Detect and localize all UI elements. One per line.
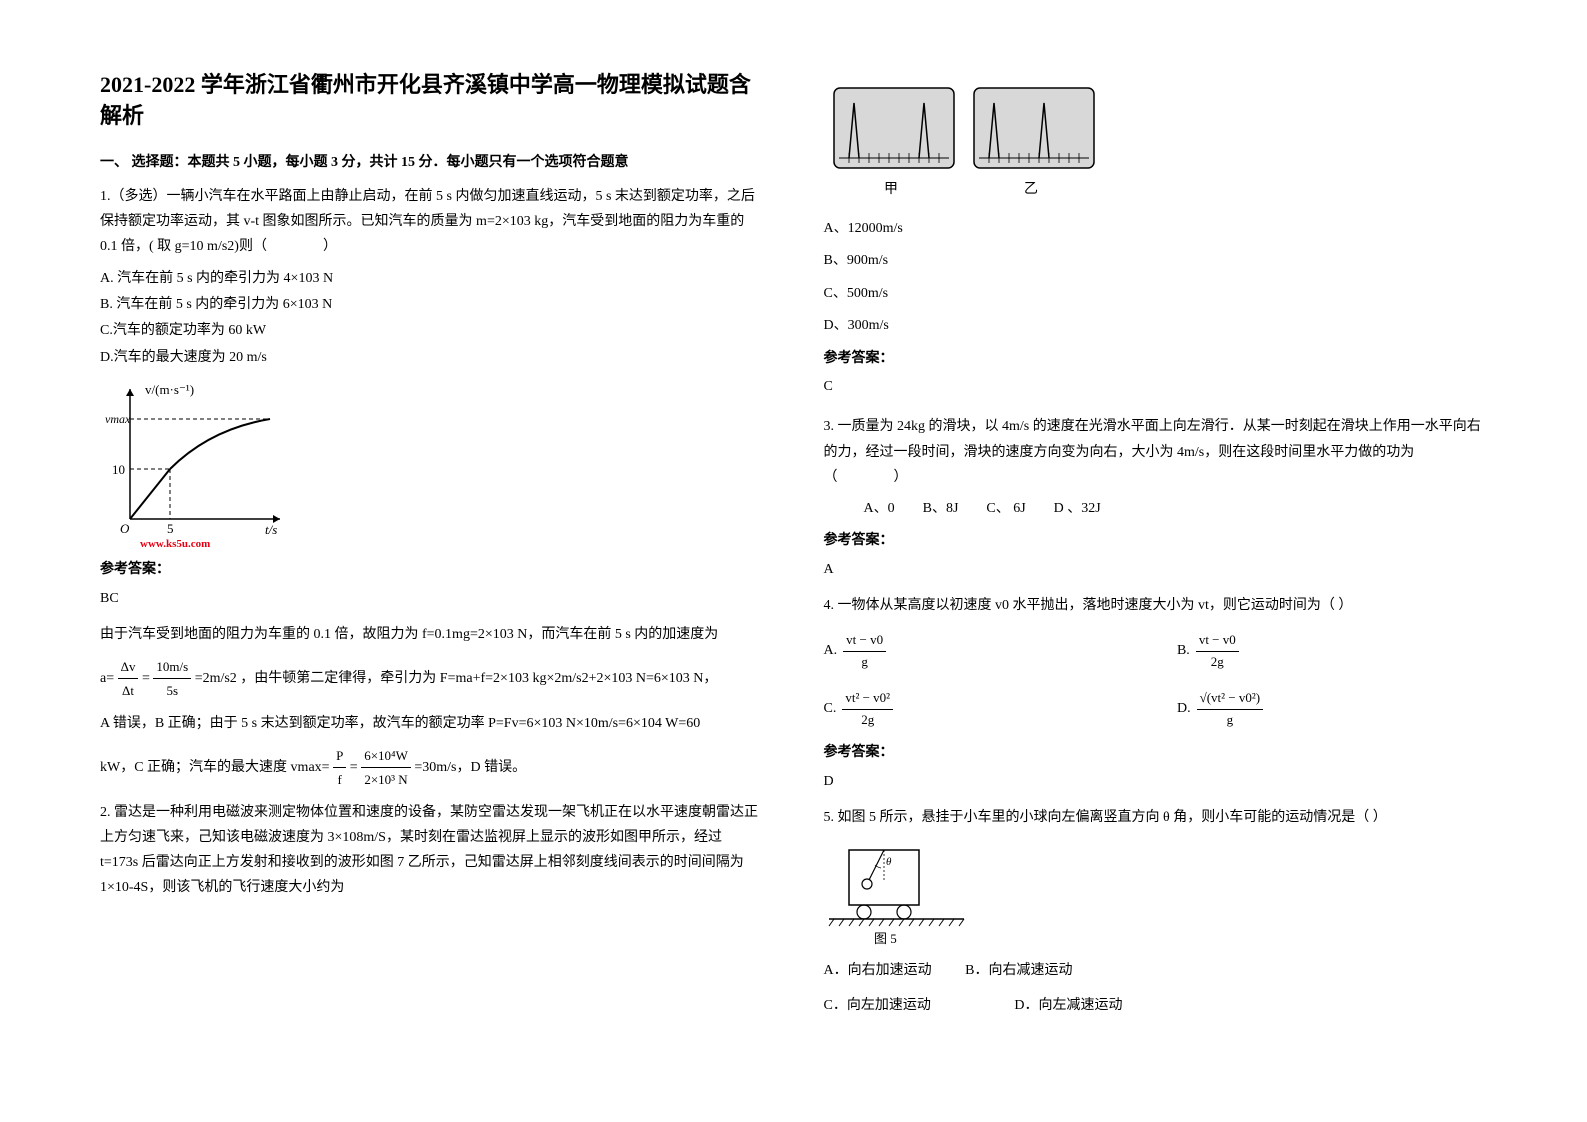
frac-num: Δv [118,655,139,679]
choice-label: A. [824,640,838,662]
q2-optA: A、12000m/s [824,218,1488,240]
frac-num: vt² − v0² [842,688,893,710]
frac-den: 2g [842,710,893,731]
q2-optD: D、300m/s [824,315,1488,337]
q5-optB: B．向右减速运动 [965,963,1072,978]
choice-label: D. [1177,698,1191,720]
graph-watermark: www.ks5u.com [140,538,210,549]
q4-answer: D [824,771,1488,793]
q5-optA: A．向右加速运动 [824,963,932,978]
formula-eq: = [350,760,358,775]
exp-pre: kW，C 正确；汽车的最大速度 vmax= [100,760,330,775]
q5-diagram-label: 图 5 [874,931,897,946]
q4-answer-label: 参考答案： [824,742,1488,764]
exp-post: =30m/s，D 错误。 [414,760,526,775]
graph-y-label: v/(m·s⁻¹) [145,382,194,397]
q3-options: A、0 B、8J C、 6J D 、32J [864,498,1488,520]
choice-label: C. [824,698,837,720]
formula-eq: = [142,671,150,686]
section-header: 一、 选择题：本题共 5 小题，每小题 3 分，共计 15 分．每小题只有一个选… [100,152,764,174]
frac-num: vt − v0 [843,630,886,652]
frac-den: g [1197,710,1264,731]
q1-exp-3: A 错误，B 正确；由于 5 s 末达到额定功率，故汽车的额定功率 P=Fv=6… [100,711,764,736]
frac-num: P [333,744,346,768]
graph-x-label: t/s [265,522,277,537]
page-title: 2021-2022 学年浙江省衢州市开化县齐溪镇中学高一物理模拟试题含解析 [100,70,764,132]
graph-origin: O [120,521,130,536]
frac-num: vt − v0 [1196,630,1239,652]
frac-num: 6×10⁴W [361,744,411,768]
q1-answer: BC [100,588,764,610]
q4-choices: A. vt − v0 g B. vt − v0 2g C. vt² − v0² … [824,630,1488,730]
q5-diagram: θ 图 5 [824,840,1488,950]
q5-stem: 5. 如图 5 所示，悬挂于小车里的小球向左偏离竖直方向 θ 角，则小车可能的运… [824,805,1488,830]
q1-optD: D.汽车的最大速度为 20 m/s [100,347,764,369]
svg-text:θ: θ [886,856,892,868]
waveform-yi-label: 乙 [1024,181,1038,197]
frac-den: 2g [1196,652,1239,673]
formula-lhs: a= [100,671,114,686]
q2-waveform: 甲 乙 [824,78,1488,208]
q2-optC: C、500m/s [824,283,1488,305]
q2-answer: C [824,376,1488,398]
q2-answer-label: 参考答案： [824,348,1488,370]
q3-answer-label: 参考答案： [824,530,1488,552]
q4-optC: C. vt² − v0² 2g [824,688,1117,731]
q4-stem: 4. 一物体从某高度以初速度 v0 水平抛出，落地时速度大小为 vt，则它运动时… [824,593,1488,618]
q3-stem: 3. 一质量为 24kg 的滑块，以 4m/s 的速度在光滑水平面上向左滑行．从… [824,414,1488,490]
q1-optA: A. 汽车在前 5 s 内的牵引力为 4×103 N [100,268,764,290]
q1-stem: 1.（多选）一辆小汽车在水平路面上由静止启动，在前 5 s 内做匀加速直线运动，… [100,184,764,260]
waveform-jia-label: 甲 [884,182,898,197]
frac-num: √(vt² − v0²) [1197,688,1264,710]
graph-x-tick: 5 [167,521,174,536]
q3-answer: A [824,559,1488,581]
q4-optA: A. vt − v0 g [824,630,1117,673]
q2-optB: B、900m/s [824,250,1488,272]
q1-exp-formula1: a= Δv Δt = 10m/s 5s =2m/s2 ，由牛顿第二定律得，牵引力… [100,655,764,703]
q5-row2: C．向左加速运动 D．向左减速运动 [824,995,1488,1017]
q5-row1: A．向右加速运动 B．向右减速运动 [824,960,1488,982]
q1-optC: C.汽车的额定功率为 60 kW [100,320,764,342]
q5-optD: D．向左减速运动 [1014,998,1122,1013]
frac-den: g [843,652,886,673]
q4-optB: B. vt − v0 2g [1177,630,1487,673]
q1-optB: B. 汽车在前 5 s 内的牵引力为 6×103 N [100,294,764,316]
frac-den: Δt [118,679,139,702]
q1-exp-formula2: kW，C 正确；汽车的最大速度 vmax= P f = 6×10⁴W 2×10³… [100,744,764,792]
exp-text: =2m/s2 ，由牛顿第二定律得，牵引力为 F=ma+f=2×103 kg×2m… [195,671,718,686]
frac-num: 10m/s [153,655,191,679]
frac-den: f [333,768,346,791]
graph-y-tick: 10 [112,462,125,477]
q1-exp-1: 由于汽车受到地面的阻力为车重的 0.1 倍，故阻力为 f=0.1mg=2×103… [100,622,764,647]
q5-optC: C．向左加速运动 [824,998,931,1013]
graph-vmax-label: vmax [105,412,131,426]
q2-stem: 2. 雷达是一种利用电磁波来测定物体位置和速度的设备，某防空雷达发现一架飞机正在… [100,800,764,901]
choice-label: B. [1177,640,1190,662]
q4-optD: D. √(vt² − v0²) g [1177,688,1487,731]
q1-graph: v/(m·s⁻¹) vmax 10 O 5 t/s www.ks5u.com [100,379,764,549]
frac-den: 2×10³ N [361,768,411,791]
q1-answer-label: 参考答案： [100,559,764,581]
frac-den: 5s [153,679,191,702]
